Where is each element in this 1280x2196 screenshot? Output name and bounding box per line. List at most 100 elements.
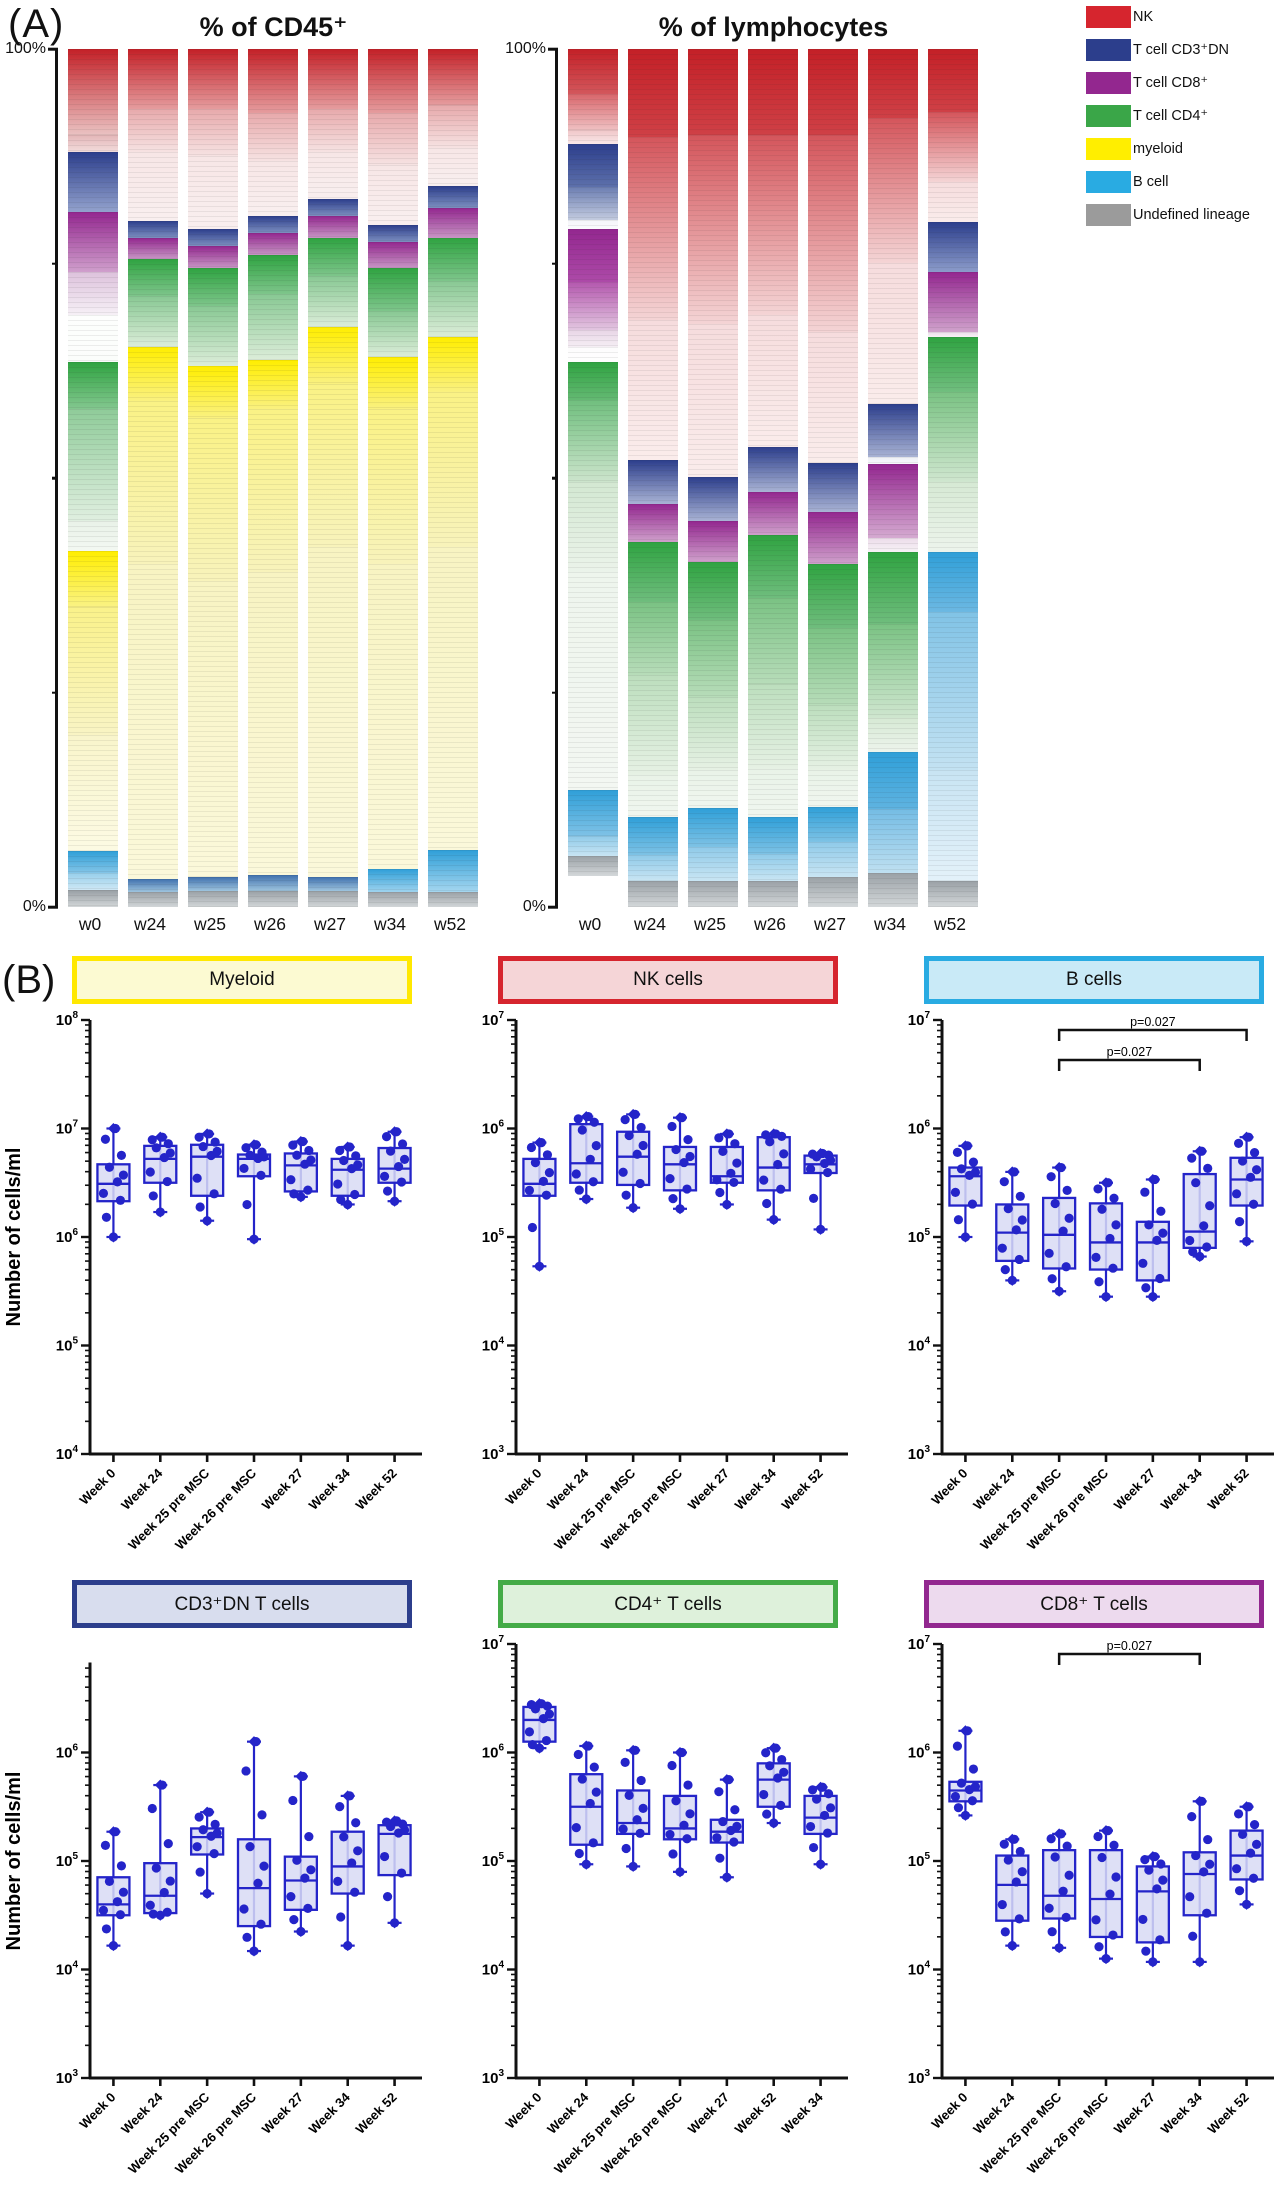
segment-t-cell-cd4- — [688, 769, 738, 809]
data-point — [335, 1802, 345, 1812]
data-point — [1245, 1848, 1256, 1858]
data-point — [115, 1195, 126, 1205]
data-point — [677, 1113, 687, 1123]
data-point — [724, 1775, 734, 1785]
data-point — [712, 1175, 722, 1185]
data-point — [379, 1851, 390, 1862]
segment-nk — [128, 109, 178, 152]
data-point — [1108, 1930, 1118, 1940]
segment-t-cell-cd4- — [688, 562, 738, 620]
y-tick-label: 103 — [56, 2068, 79, 2087]
boxplot-header-myeloid: Myeloid — [72, 956, 412, 1004]
segment-t-cell-cd4- — [568, 362, 618, 400]
segment-t-cell-cd4- — [688, 619, 738, 697]
data-point — [573, 1114, 583, 1124]
box-group-week-24 — [569, 1111, 604, 1462]
data-point — [589, 1117, 599, 1127]
data-point — [779, 1767, 789, 1777]
data-point — [147, 1803, 157, 1814]
data-point — [1094, 1942, 1104, 1952]
data-point — [530, 1158, 541, 1168]
segment-undefined-lineage — [188, 891, 238, 907]
data-point — [527, 1739, 538, 1750]
legend-label: T cell CD8⁺ — [1133, 75, 1209, 91]
data-point — [714, 1787, 724, 1797]
data-point — [1108, 1263, 1118, 1273]
segment-nk — [628, 137, 678, 321]
y-tick-label: 106 — [56, 1227, 79, 1246]
boxplot-cd3dn: CD3⁺DN T cells 103 104 105 106 Number of cel… — [0, 1572, 426, 2196]
segment-nk — [248, 49, 298, 114]
data-point — [665, 1829, 675, 1840]
segment-nk — [568, 49, 618, 95]
y-axis-min-label: 0% — [522, 898, 546, 915]
segment-t-cell-cd4- — [628, 542, 678, 603]
data-point — [970, 1781, 981, 1792]
data-point — [116, 1861, 127, 1871]
data-point — [1015, 1846, 1025, 1857]
data-point — [1243, 1802, 1254, 1812]
data-point — [1144, 1220, 1154, 1230]
data-point — [683, 1135, 693, 1145]
box-group-week-27 — [709, 1128, 745, 1462]
legend-label: T cell CD3⁺DN — [1133, 42, 1230, 58]
data-point — [822, 1828, 833, 1838]
data-point — [1234, 1886, 1245, 1896]
legend-swatch-icon — [1086, 138, 1131, 160]
box — [615, 1130, 651, 1187]
segment-t-cell-cd8- — [308, 216, 358, 238]
data-point — [242, 1199, 252, 1210]
data-point — [145, 1167, 155, 1177]
data-point — [817, 1782, 828, 1792]
data-point — [286, 1175, 296, 1185]
data-point — [353, 1160, 363, 1170]
segment-nk — [428, 147, 478, 187]
segment-myeloid — [428, 546, 478, 851]
data-point — [1050, 1198, 1060, 1209]
segment-t-cell-cd4- — [368, 310, 418, 357]
data-point — [162, 1176, 172, 1187]
data-point — [202, 1216, 212, 1226]
data-point — [1187, 1812, 1197, 1822]
data-point — [685, 1151, 695, 1162]
segment-myeloid — [248, 409, 298, 573]
data-point — [104, 1162, 115, 1172]
segment-t-cell-cd8- — [188, 246, 238, 268]
x-tick-label: Week 0 — [76, 1466, 118, 1508]
segment-t-cell-cd8- — [688, 520, 738, 563]
data-point — [396, 1868, 407, 1878]
stacked-chart-cd45: % of CD45⁺ 100% 0% w0 w24 w25 w26 w27 w34 w52 — [0, 0, 492, 935]
segment-myeloid — [128, 563, 178, 880]
segment-t-cell-cd8- — [868, 538, 918, 552]
data-point — [967, 1199, 978, 1209]
significance-bracket — [1057, 1058, 1201, 1071]
data-point — [777, 1754, 787, 1765]
segment-nk — [188, 156, 238, 230]
y-axis-max-label: 100% — [505, 40, 546, 57]
x-tick-label: Week 27 — [1111, 2090, 1158, 2137]
boxplot-header-cd8: CD8⁺ T cells — [924, 1580, 1264, 1628]
data-point — [667, 1121, 677, 1132]
data-point — [588, 1838, 598, 1848]
data-point — [953, 1803, 964, 1813]
x-tick-label: Week 34 — [732, 1465, 780, 1513]
x-tick-label: Week 24 — [544, 2089, 592, 2137]
data-point — [628, 1203, 638, 1213]
data-point — [726, 1168, 736, 1178]
data-point — [1015, 1191, 1025, 1201]
data-point — [1188, 1247, 1198, 1257]
data-point — [997, 1243, 1007, 1253]
data-point — [668, 1194, 678, 1204]
data-point — [1138, 1914, 1148, 1925]
box-group-week-52 — [377, 1815, 412, 2086]
x-tick-label: Week 26 pre MSC — [172, 1465, 260, 1553]
segment-myeloid — [188, 580, 238, 877]
segment-nk — [128, 49, 178, 110]
data-point — [620, 1115, 630, 1125]
segment-b-cell — [248, 875, 298, 891]
segment-nk — [808, 332, 858, 464]
box-group-week-0 — [96, 1123, 131, 1462]
data-point — [345, 1142, 355, 1152]
box-group-week-24 — [995, 1833, 1030, 2086]
